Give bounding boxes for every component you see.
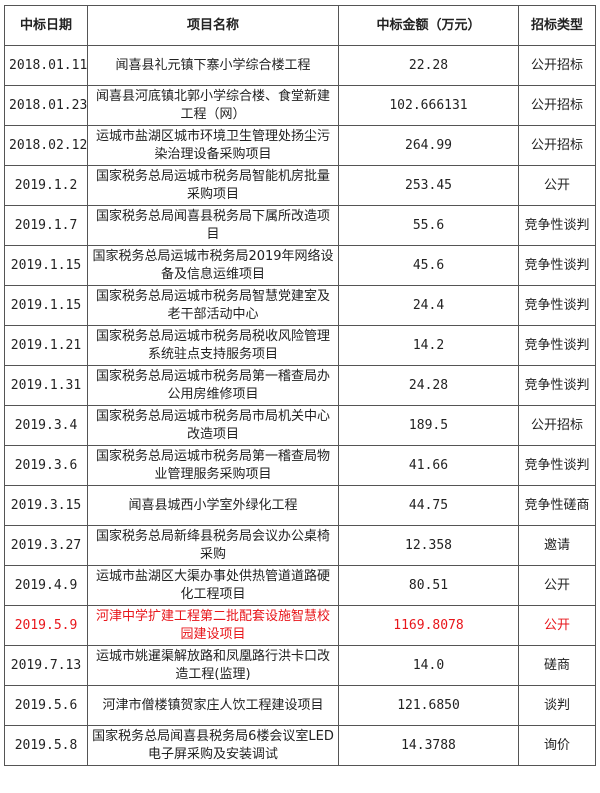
bid-type-cell: 公开 bbox=[518, 165, 596, 206]
amount-cell: 24.4 bbox=[338, 285, 519, 326]
project-name-cell: 国家税务总局运城市税务局第一稽查局办公用房维修项目 bbox=[87, 365, 339, 406]
project-name-cell: 国家税务总局闻喜县税务局下属所改造项目 bbox=[87, 205, 339, 246]
bid-type-cell: 竞争性谈判 bbox=[518, 325, 596, 366]
table-row: 2018.02.12 运城市盐湖区城市环境卫生管理处扬尘污染治理设备采购项目 264… bbox=[4, 125, 596, 166]
table-row: 2019.1.15 国家税务总局运城市税务局智慧党建室及老干部活动中心 24.4 竞争… bbox=[4, 285, 596, 326]
project-name-cell: 运城市盐湖区城市环境卫生管理处扬尘污染治理设备采购项目 bbox=[87, 125, 339, 166]
table-row: 2019.1.31 国家税务总局运城市税务局第一稽查局办公用房维修项目 24.28 竞… bbox=[4, 365, 596, 406]
bid-type-cell: 竞争性磋商 bbox=[518, 485, 596, 526]
bid-type-cell: 竞争性谈判 bbox=[518, 205, 596, 246]
bid-type-cell: 竞争性谈判 bbox=[518, 285, 596, 326]
project-name-cell: 国家税务总局运城市税务局市局机关中心改造项目 bbox=[87, 405, 339, 446]
amount-cell: 14.0 bbox=[338, 645, 519, 686]
amount-cell: 45.6 bbox=[338, 245, 519, 286]
table-row: 2019.5.6 河津市僧楼镇贺家庄人饮工程建设项目 121.6850 谈判 bbox=[4, 685, 596, 726]
amount-cell: 22.28 bbox=[338, 45, 519, 86]
amount-cell: 264.99 bbox=[338, 125, 519, 166]
date-cell: 2018.01.11 bbox=[4, 45, 88, 86]
project-name-cell: 国家税务总局运城市税务局税收风险管理系统驻点支持服务项目 bbox=[87, 325, 339, 366]
project-name-cell: 国家税务总局新绛县税务局会议办公桌椅采购 bbox=[87, 525, 339, 566]
project-name-cell: 国家税务总局闻喜县税务局6楼会议室LED电子屏采购及安装调试 bbox=[87, 725, 339, 766]
bid-results-table: 中标日期 项目名称 中标金额（万元） 招标类型 2018.01.11 闻喜县礼元镇… bbox=[4, 5, 596, 766]
bid-type-cell: 询价 bbox=[518, 725, 596, 766]
bid-type-cell: 竞争性谈判 bbox=[518, 445, 596, 486]
date-cell: 2018.02.12 bbox=[4, 125, 88, 166]
bid-type-cell: 公开招标 bbox=[518, 125, 596, 166]
amount-cell: 12.358 bbox=[338, 525, 519, 566]
amount-cell: 253.45 bbox=[338, 165, 519, 206]
bid-type-cell: 谈判 bbox=[518, 685, 596, 726]
date-cell: 2019.1.31 bbox=[4, 365, 88, 406]
table-row: 2019.3.27 国家税务总局新绛县税务局会议办公桌椅采购 12.358 邀请 bbox=[4, 525, 596, 566]
bid-type-cell: 公开招标 bbox=[518, 85, 596, 126]
amount-cell: 14.2 bbox=[338, 325, 519, 366]
table-row: 2019.4.9 运城市盐湖区大渠办事处供热管道道路硬化工程项目 80.51 公开 bbox=[4, 565, 596, 606]
date-cell: 2019.5.9 bbox=[4, 605, 88, 646]
bid-type-cell: 公开招标 bbox=[518, 45, 596, 86]
amount-cell: 189.5 bbox=[338, 405, 519, 446]
amount-cell: 80.51 bbox=[338, 565, 519, 606]
header-project-name: 项目名称 bbox=[87, 5, 339, 46]
table-row: 2018.01.11 闻喜县礼元镇下寨小学综合楼工程 22.28 公开招标 bbox=[4, 45, 596, 86]
project-name-cell: 河津中学扩建工程第二批配套设施智慧校园建设项目 bbox=[87, 605, 339, 646]
bid-type-cell: 磋商 bbox=[518, 645, 596, 686]
table-row: 2019.3.6 国家税务总局运城市税务局第一稽查局物业管理服务采购项目 41.66… bbox=[4, 445, 596, 486]
project-name-cell: 国家税务总局运城市税务局第一稽查局物业管理服务采购项目 bbox=[87, 445, 339, 486]
bid-type-cell: 公开 bbox=[518, 605, 596, 646]
table-row: 2019.7.13 运城市姚暹渠解放路和凤凰路行洪卡口改造工程(监理) 14.0 磋商 bbox=[4, 645, 596, 686]
date-cell: 2019.1.2 bbox=[4, 165, 88, 206]
amount-cell: 102.666131 bbox=[338, 85, 519, 126]
date-cell: 2019.5.8 bbox=[4, 725, 88, 766]
amount-cell: 14.3788 bbox=[338, 725, 519, 766]
header-row: 中标日期 项目名称 中标金额（万元） 招标类型 bbox=[4, 5, 596, 46]
project-name-cell: 闻喜县礼元镇下寨小学综合楼工程 bbox=[87, 45, 339, 86]
project-name-cell: 运城市盐湖区大渠办事处供热管道道路硬化工程项目 bbox=[87, 565, 339, 606]
date-cell: 2019.7.13 bbox=[4, 645, 88, 686]
amount-cell: 44.75 bbox=[338, 485, 519, 526]
project-name-cell: 河津市僧楼镇贺家庄人饮工程建设项目 bbox=[87, 685, 339, 726]
table-row: 2019.5.8 国家税务总局闻喜县税务局6楼会议室LED电子屏采购及安装调试 14… bbox=[4, 725, 596, 766]
date-cell: 2019.1.21 bbox=[4, 325, 88, 366]
table-row: 2019.1.21 国家税务总局运城市税务局税收风险管理系统驻点支持服务项目 14.… bbox=[4, 325, 596, 366]
amount-cell: 24.28 bbox=[338, 365, 519, 406]
bid-type-cell: 公开 bbox=[518, 565, 596, 606]
project-name-cell: 国家税务总局运城市税务局智慧党建室及老干部活动中心 bbox=[87, 285, 339, 326]
amount-cell: 41.66 bbox=[338, 445, 519, 486]
date-cell: 2019.4.9 bbox=[4, 565, 88, 606]
date-cell: 2019.3.27 bbox=[4, 525, 88, 566]
date-cell: 2019.1.15 bbox=[4, 285, 88, 326]
project-name-cell: 国家税务总局运城市税务局2019年网络设备及信息运维项目 bbox=[87, 245, 339, 286]
table-row: 2019.3.4 国家税务总局运城市税务局市局机关中心改造项目 189.5 公开招标 bbox=[4, 405, 596, 446]
date-cell: 2019.3.15 bbox=[4, 485, 88, 526]
amount-cell: 121.6850 bbox=[338, 685, 519, 726]
table-row: 2018.01.23 闻喜县河底镇北郭小学综合楼、食堂新建工程（网） 102.666… bbox=[4, 85, 596, 126]
date-cell: 2019.1.15 bbox=[4, 245, 88, 286]
header-bid-type: 招标类型 bbox=[518, 5, 596, 46]
date-cell: 2019.5.6 bbox=[4, 685, 88, 726]
table-row-highlighted: 2019.5.9 河津中学扩建工程第二批配套设施智慧校园建设项目 1169.8078… bbox=[4, 605, 596, 646]
bid-type-cell: 竞争性谈判 bbox=[518, 245, 596, 286]
date-cell: 2019.3.4 bbox=[4, 405, 88, 446]
header-amount: 中标金额（万元） bbox=[338, 5, 519, 46]
table-row: 2019.1.15 国家税务总局运城市税务局2019年网络设备及信息运维项目 45.… bbox=[4, 245, 596, 286]
bid-type-cell: 公开招标 bbox=[518, 405, 596, 446]
project-name-cell: 闻喜县城西小学室外绿化工程 bbox=[87, 485, 339, 526]
bid-type-cell: 邀请 bbox=[518, 525, 596, 566]
table-row: 2019.3.15 闻喜县城西小学室外绿化工程 44.75 竞争性磋商 bbox=[4, 485, 596, 526]
date-cell: 2018.01.23 bbox=[4, 85, 88, 126]
project-name-cell: 闻喜县河底镇北郭小学综合楼、食堂新建工程（网） bbox=[87, 85, 339, 126]
header-date: 中标日期 bbox=[4, 5, 88, 46]
table-row: 2019.1.7 国家税务总局闻喜县税务局下属所改造项目 55.6 竞争性谈判 bbox=[4, 205, 596, 246]
project-name-cell: 国家税务总局运城市税务局智能机房批量采购项目 bbox=[87, 165, 339, 206]
date-cell: 2019.3.6 bbox=[4, 445, 88, 486]
date-cell: 2019.1.7 bbox=[4, 205, 88, 246]
bid-type-cell: 竞争性谈判 bbox=[518, 365, 596, 406]
project-name-cell: 运城市姚暹渠解放路和凤凰路行洪卡口改造工程(监理) bbox=[87, 645, 339, 686]
table-row: 2019.1.2 国家税务总局运城市税务局智能机房批量采购项目 253.45 公开 bbox=[4, 165, 596, 206]
amount-cell: 55.6 bbox=[338, 205, 519, 246]
amount-cell: 1169.8078 bbox=[338, 605, 519, 646]
